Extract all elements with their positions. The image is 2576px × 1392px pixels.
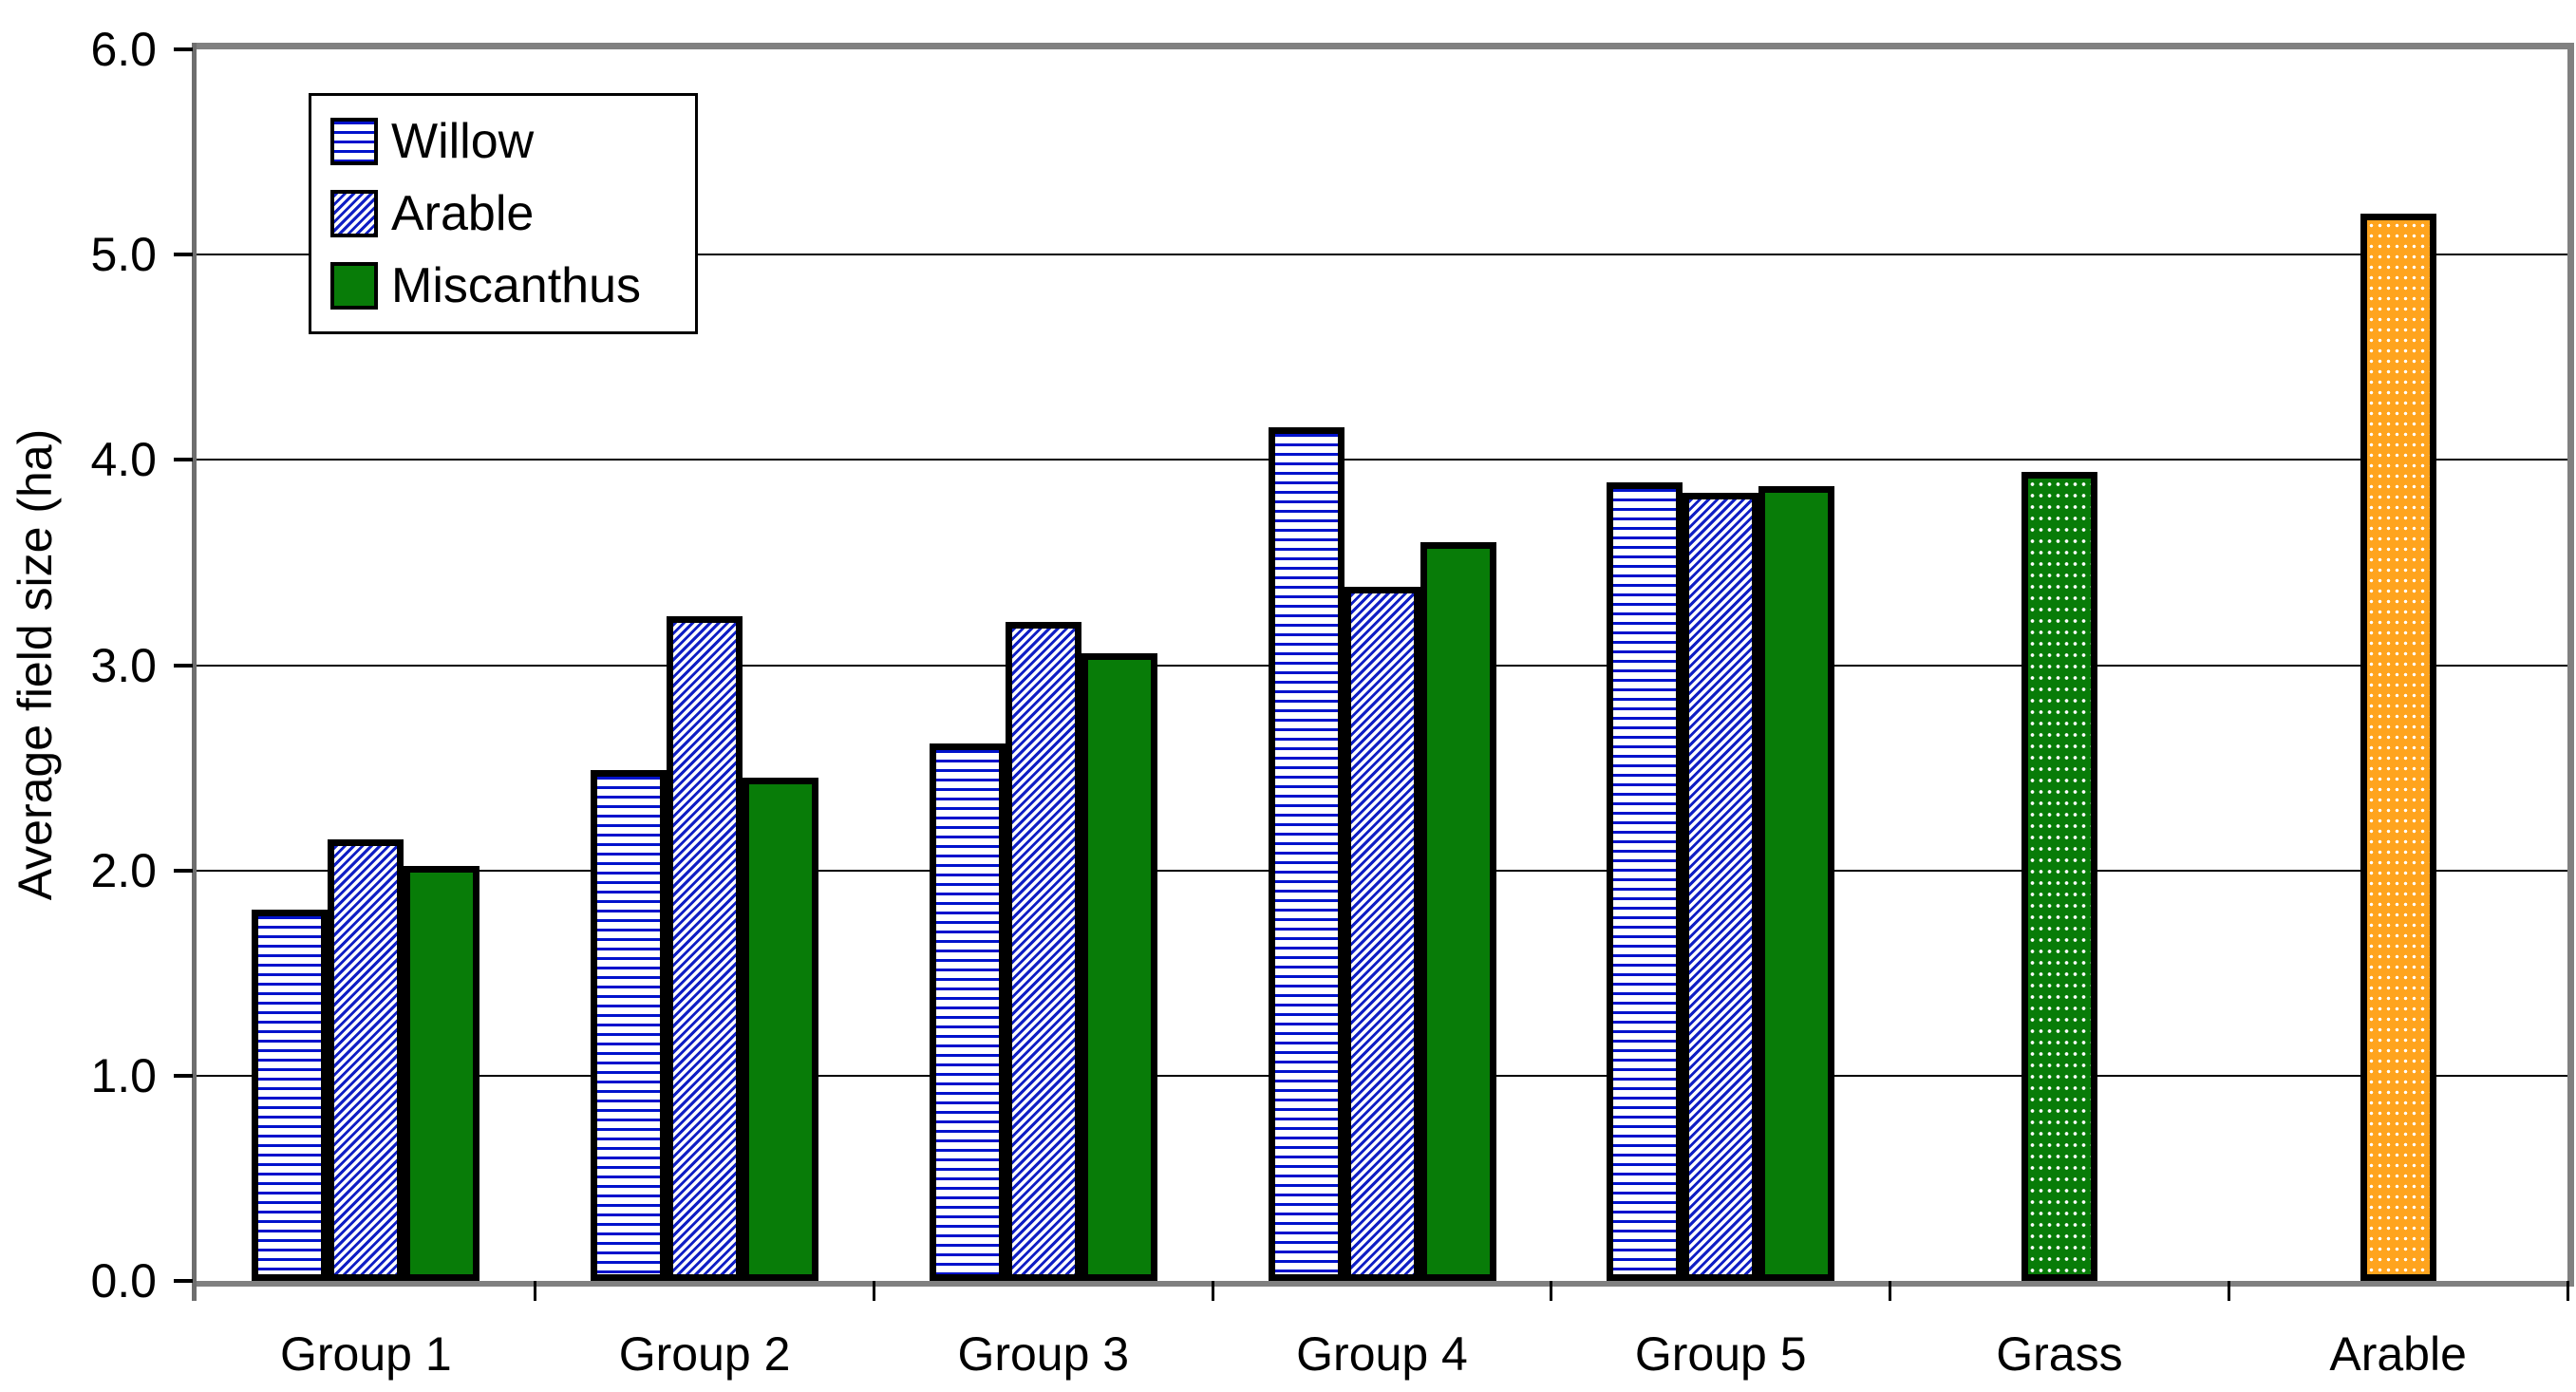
y-tick-label-4.0: 4.0 <box>90 433 157 487</box>
y-tick-2.0 <box>174 868 193 873</box>
arable-swatch-icon <box>330 190 378 237</box>
y-tick-0.0 <box>174 1279 193 1283</box>
legend-item-miscanthus: Miscanthus <box>330 259 695 312</box>
plot-border-top <box>192 43 2574 49</box>
bar-group-5-miscanthus <box>1758 486 1835 1281</box>
gridline-4 <box>197 459 2567 461</box>
y-tick-label-5.0: 5.0 <box>90 228 157 282</box>
y-tick-label-1.0: 1.0 <box>90 1048 157 1102</box>
x-tick-2 <box>872 1281 875 1301</box>
x-tick-7 <box>2566 1281 2569 1301</box>
bar-group-3-arable <box>1005 622 1081 1281</box>
bar-group-1-willow <box>252 909 329 1281</box>
y-tick-3.0 <box>174 663 193 668</box>
bar-group-3-miscanthus <box>1081 652 1157 1281</box>
x-tick-5 <box>1889 1281 1892 1301</box>
legend-item-arable: Arable <box>330 187 695 240</box>
x-axis-baseline <box>192 1281 2574 1287</box>
legend-label-willow: Willow <box>391 114 535 169</box>
x-category-label-group-2: Group 2 <box>618 1327 791 1381</box>
x-tick-6 <box>2227 1281 2230 1301</box>
y-tick-label-0.0: 0.0 <box>90 1254 157 1307</box>
bar-group-4-arable <box>1344 587 1420 1281</box>
gridline-5 <box>197 254 2567 256</box>
legend-label-miscanthus: Miscanthus <box>391 258 641 313</box>
bar-group-3-willow <box>929 743 1006 1281</box>
plot-border-right <box>2567 43 2574 1287</box>
bar-group-1-arable <box>328 839 404 1281</box>
y-tick-label-3.0: 3.0 <box>90 638 157 692</box>
bar-arable <box>2360 213 2436 1281</box>
bar-group-5-arable <box>1683 492 1759 1281</box>
bar-group-5-willow <box>1607 482 1683 1281</box>
bar-group-1-miscanthus <box>404 866 480 1281</box>
x-tick-4 <box>1550 1281 1553 1301</box>
bar-group-4-willow <box>1268 426 1344 1281</box>
legend-item-willow: Willow <box>330 115 695 168</box>
bar-group-2-arable <box>667 615 743 1281</box>
x-category-label-grass: Grass <box>1996 1327 2123 1381</box>
x-category-label-group-3: Group 3 <box>957 1327 1130 1381</box>
willow-swatch-icon <box>330 118 378 165</box>
y-tick-6.0 <box>174 47 193 51</box>
x-category-label-group-4: Group 4 <box>1296 1327 1468 1381</box>
y-axis-line <box>192 43 197 1301</box>
bar-grass <box>2021 472 2097 1281</box>
y-tick-5.0 <box>174 253 193 257</box>
miscanthus-swatch-icon <box>330 262 378 310</box>
x-category-label-arable: Arable <box>2329 1327 2467 1381</box>
x-tick-3 <box>1211 1281 1214 1301</box>
legend-label-arable: Arable <box>391 186 535 241</box>
x-category-label-group-1: Group 1 <box>280 1327 452 1381</box>
y-tick-label-2.0: 2.0 <box>90 843 157 897</box>
x-category-label-group-5: Group 5 <box>1634 1327 1807 1381</box>
y-tick-4.0 <box>174 458 193 462</box>
bar-group-2-willow <box>591 769 668 1281</box>
x-tick-1 <box>534 1281 537 1301</box>
bar-group-2-miscanthus <box>743 778 819 1281</box>
y-tick-label-6.0: 6.0 <box>90 23 157 76</box>
legend: Willow Arable Miscanthus <box>309 93 698 334</box>
y-tick-1.0 <box>174 1073 193 1078</box>
bar-group-4-miscanthus <box>1420 541 1496 1281</box>
